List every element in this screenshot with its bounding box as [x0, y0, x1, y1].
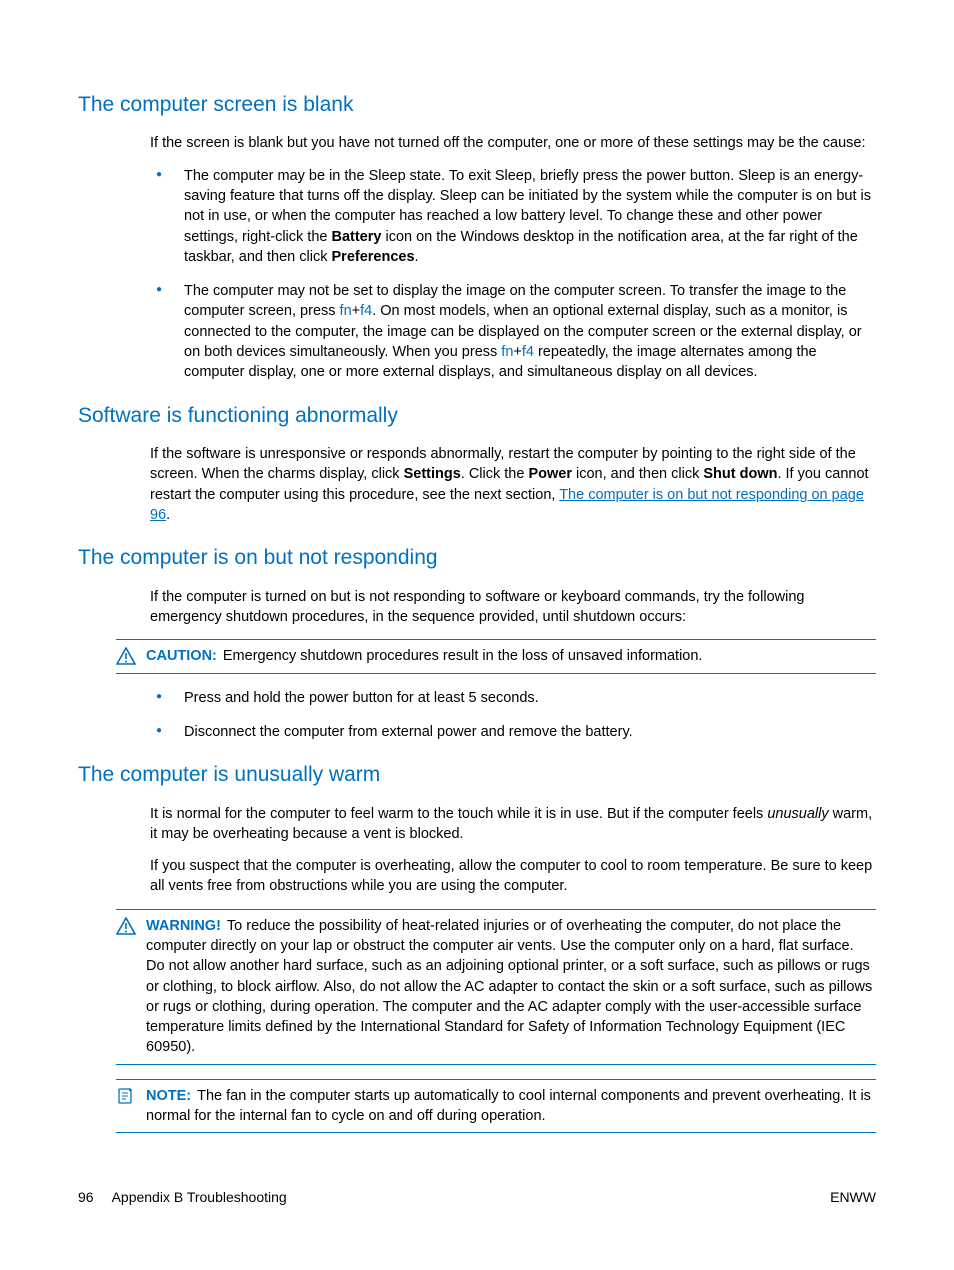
caution-icon [116, 647, 136, 665]
note-text: The fan in the computer starts up automa… [146, 1088, 871, 1124]
warning-icon [116, 917, 136, 935]
section-body: If the screen is blank but you have not … [150, 133, 876, 153]
intro-text: If the computer is turned on but is not … [150, 587, 876, 628]
page-content: The computer screen is blank If the scre… [0, 0, 954, 1197]
body-text: If the software is unresponsive or respo… [150, 444, 876, 525]
list-item: Press and hold the power button for at l… [150, 688, 876, 708]
warning-callout: WARNING!To reduce the possibility of hea… [116, 909, 876, 1065]
italic-text: unusually [767, 806, 828, 822]
section-body: If the computer is turned on but is not … [150, 587, 876, 628]
key-fn: fn [340, 303, 352, 319]
section-body: If the software is unresponsive or respo… [150, 444, 876, 525]
bold-text: Settings [404, 466, 461, 482]
caution-callout: CAUTION: Emergency shutdown procedures re… [116, 639, 876, 673]
note-callout: NOTE:The fan in the computer starts up a… [116, 1079, 876, 1134]
intro-text: If the screen is blank but you have not … [150, 133, 876, 153]
text: . Click the [461, 466, 529, 482]
body-text: It is normal for the computer to feel wa… [150, 804, 876, 845]
breadcrumb: Appendix B Troubleshooting [112, 1188, 287, 1208]
bold-text: Shut down [703, 466, 777, 482]
text: icon, and then click [572, 466, 703, 482]
page-footer: 96 Appendix B Troubleshooting ENWW [78, 1188, 876, 1208]
bold-text: Battery [331, 229, 381, 245]
heading-not-responding: The computer is on but not responding [78, 543, 876, 572]
body-text: If you suspect that the computer is over… [150, 856, 876, 897]
page-number: 96 [78, 1188, 94, 1208]
warning-label: WARNING! [146, 918, 221, 934]
text: . [415, 249, 419, 265]
list-item: The computer may be in the Sleep state. … [150, 166, 876, 267]
bullet-list: Press and hold the power button for at l… [150, 688, 876, 743]
key-f4: f4 [360, 303, 372, 319]
note-icon [116, 1087, 136, 1105]
heading-unusually-warm: The computer is unusually warm [78, 760, 876, 789]
heading-screen-blank: The computer screen is blank [78, 90, 876, 119]
text: . [166, 507, 170, 523]
list-item: The computer may not be set to display t… [150, 281, 876, 382]
caution-label: CAUTION: [146, 648, 217, 664]
text: + [513, 344, 521, 360]
bold-text: Preferences [332, 249, 415, 265]
doc-code: ENWW [830, 1188, 876, 1208]
key-fn: fn [501, 344, 513, 360]
list-item: Disconnect the computer from external po… [150, 722, 876, 742]
text: + [352, 303, 360, 319]
bold-text: Power [528, 466, 572, 482]
warning-text: To reduce the possibility of heat-relate… [146, 918, 872, 1056]
note-label: NOTE: [146, 1088, 191, 1104]
bullet-list: The computer may be in the Sleep state. … [150, 166, 876, 383]
heading-software-abnormal: Software is functioning abnormally [78, 401, 876, 430]
section-body: It is normal for the computer to feel wa… [150, 804, 876, 897]
caution-text: Emergency shutdown procedures result in … [223, 648, 703, 664]
text: It is normal for the computer to feel wa… [150, 806, 767, 822]
key-f4: f4 [522, 344, 534, 360]
